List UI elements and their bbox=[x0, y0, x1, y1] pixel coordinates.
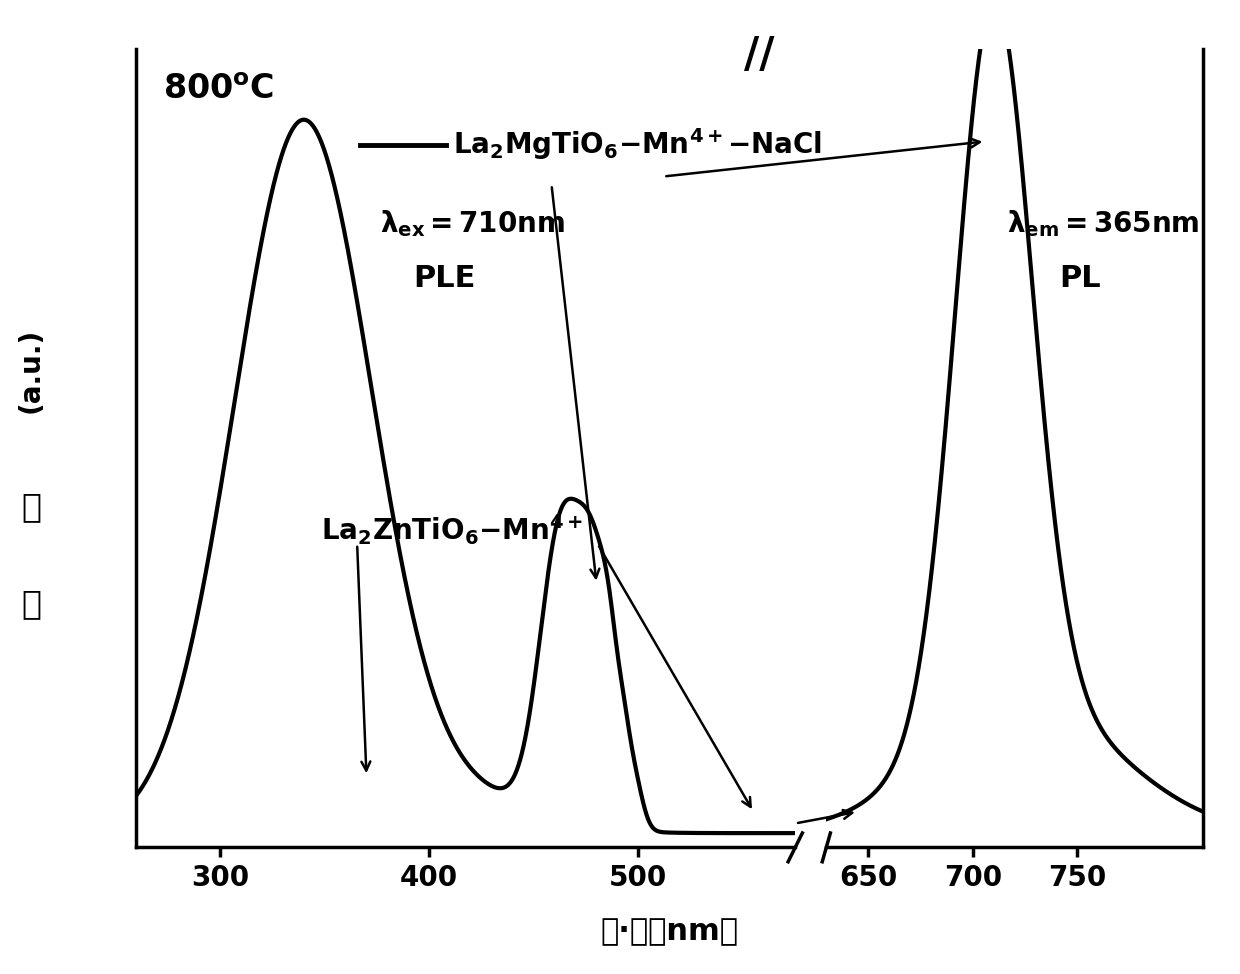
Text: PLE: PLE bbox=[413, 264, 475, 293]
Text: 度: 度 bbox=[21, 587, 41, 620]
Text: 800$^{\mathbf{o}}$C: 800$^{\mathbf{o}}$C bbox=[162, 73, 274, 105]
Text: PL: PL bbox=[1060, 264, 1101, 293]
Text: //: // bbox=[744, 34, 774, 76]
Text: 波·长（nm）: 波·长（nm） bbox=[600, 917, 739, 946]
Text: $\bf{La_2MgTiO_6}$$\bf{-Mn^{4+}}$$\bf{-NaCl}$: $\bf{La_2MgTiO_6}$$\bf{-Mn^{4+}}$$\bf{-N… bbox=[453, 127, 822, 163]
Text: $\bf{La_2ZnTiO_6}$$\bf{-Mn^{4+}}$: $\bf{La_2ZnTiO_6}$$\bf{-Mn^{4+}}$ bbox=[321, 512, 583, 546]
Text: $\bf{\lambda_{ex}}$$\bf{=710nm}$: $\bf{\lambda_{ex}}$$\bf{=710nm}$ bbox=[381, 208, 565, 240]
Text: (a.u.): (a.u.) bbox=[17, 327, 45, 413]
Text: $\bf{\lambda_{em}}$$\bf{=365nm}$: $\bf{\lambda_{em}}$$\bf{=365nm}$ bbox=[1007, 208, 1199, 240]
Text: 强: 强 bbox=[21, 490, 41, 523]
